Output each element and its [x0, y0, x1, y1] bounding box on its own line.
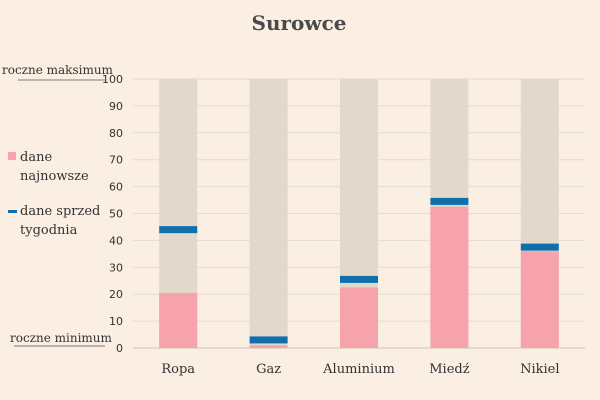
- week-ago-marker-ropa: [159, 226, 198, 234]
- annotation-annual-minimum: roczne minimum: [10, 331, 113, 345]
- x-tick-label-miedź: Miedź: [429, 362, 469, 377]
- range-bar-gaz: [249, 79, 288, 348]
- week-ago-marker-nikiel: [520, 243, 559, 251]
- legend-item-latest: dane najnowsze: [8, 148, 118, 186]
- x-axis: Ropa Gaz Aluminium Miedź Nikiel: [161, 362, 559, 377]
- week-ago-marker-aluminium: [340, 275, 378, 283]
- x-tick-label-ropa: Ropa: [161, 362, 195, 377]
- latest-bar-aluminium: [340, 287, 378, 348]
- y-tick-label-0: 0: [116, 342, 123, 355]
- y-tick-label-100: 100: [102, 73, 123, 86]
- y-axis: 0 10 20 30 40 50 60 70 80 90 100: [102, 73, 123, 355]
- y-tick-label-90: 90: [109, 100, 123, 113]
- y-tick-label-50: 50: [109, 208, 123, 221]
- latest-bar-ropa: [159, 292, 198, 348]
- bars: [159, 79, 559, 348]
- legend-item-week-ago: dane sprzed tygodnia: [8, 202, 118, 240]
- x-tick-label-aluminium: Aluminium: [322, 362, 395, 377]
- x-tick-label-nikiel: Nikiel: [520, 362, 559, 377]
- chart-title: Surowce: [252, 11, 347, 35]
- legend-label-latest: dane najnowsze: [20, 150, 89, 184]
- legend-label-week-ago: dane sprzed tygodnia: [20, 204, 101, 238]
- y-tick-label-40: 40: [109, 234, 123, 247]
- week-ago-marker-gaz: [249, 336, 288, 344]
- latest-bar-gaz: [249, 345, 288, 348]
- latest-bar-nikiel: [520, 251, 559, 348]
- week-ago-marker-miedź: [430, 197, 469, 205]
- y-tick-label-20: 20: [109, 288, 123, 301]
- y-tick-label-60: 60: [109, 181, 123, 194]
- annotation-annual-maximum: roczne maksimum: [2, 63, 114, 77]
- y-tick-label-80: 80: [109, 127, 123, 140]
- y-tick-label-70: 70: [109, 154, 123, 167]
- legend-swatch-latest: [8, 152, 16, 160]
- legend: dane najnowsze dane sprzed tygodnia: [8, 148, 118, 256]
- legend-swatch-week-ago: [8, 210, 17, 213]
- y-tick-label-30: 30: [109, 261, 123, 274]
- y-tick-label-10: 10: [109, 315, 123, 328]
- latest-bar-miedź: [430, 206, 469, 348]
- x-tick-label-gaz: Gaz: [256, 362, 281, 377]
